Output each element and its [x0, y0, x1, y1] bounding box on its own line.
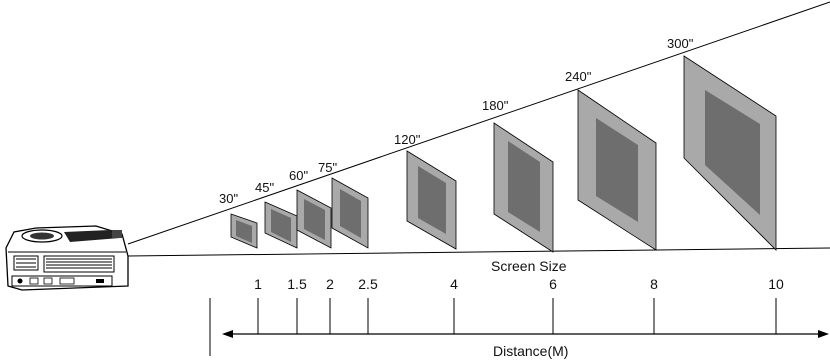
distance-tick-1-5: 1.5	[287, 276, 307, 292]
screen-size-label-60: 60"	[289, 168, 308, 183]
screen-30	[230, 213, 258, 249]
screen-size-label-240: 240"	[565, 69, 592, 84]
distance-arrow-right	[818, 330, 829, 338]
screen-size-label-30: 30"	[219, 191, 238, 206]
screen-size-caption: Screen Size	[491, 258, 567, 274]
distance-tick-6: 6	[549, 276, 557, 292]
upper-projection-ray	[127, 1, 830, 245]
screen-300	[683, 55, 777, 251]
distance-tick-1: 1	[254, 276, 262, 292]
distance-tick-2-5: 2.5	[358, 276, 378, 292]
screen-60	[296, 189, 332, 249]
screen-240	[577, 89, 657, 251]
distance-tick-lines	[257, 298, 777, 334]
screen-size-label-45: 45"	[255, 180, 274, 195]
screen-size-label-180: 180"	[482, 98, 509, 113]
screen-45	[264, 201, 298, 249]
screen-size-label-120: 120"	[394, 132, 421, 147]
screen-size-label-75: 75"	[318, 160, 337, 175]
screen-size-label-300: 300"	[667, 36, 694, 51]
distance-arrow-left	[222, 330, 233, 338]
projector-icon	[5, 225, 129, 291]
screen-75	[331, 177, 369, 249]
distance-caption: Distance(M)	[493, 343, 568, 359]
screen-180	[493, 122, 554, 253]
lower-projection-ray	[127, 247, 830, 257]
distance-tick-8: 8	[650, 276, 658, 292]
distance-tick-2: 2	[326, 276, 334, 292]
screen-120	[406, 150, 457, 250]
distance-tick-4: 4	[450, 276, 458, 292]
distance-tick-10: 10	[768, 276, 784, 292]
